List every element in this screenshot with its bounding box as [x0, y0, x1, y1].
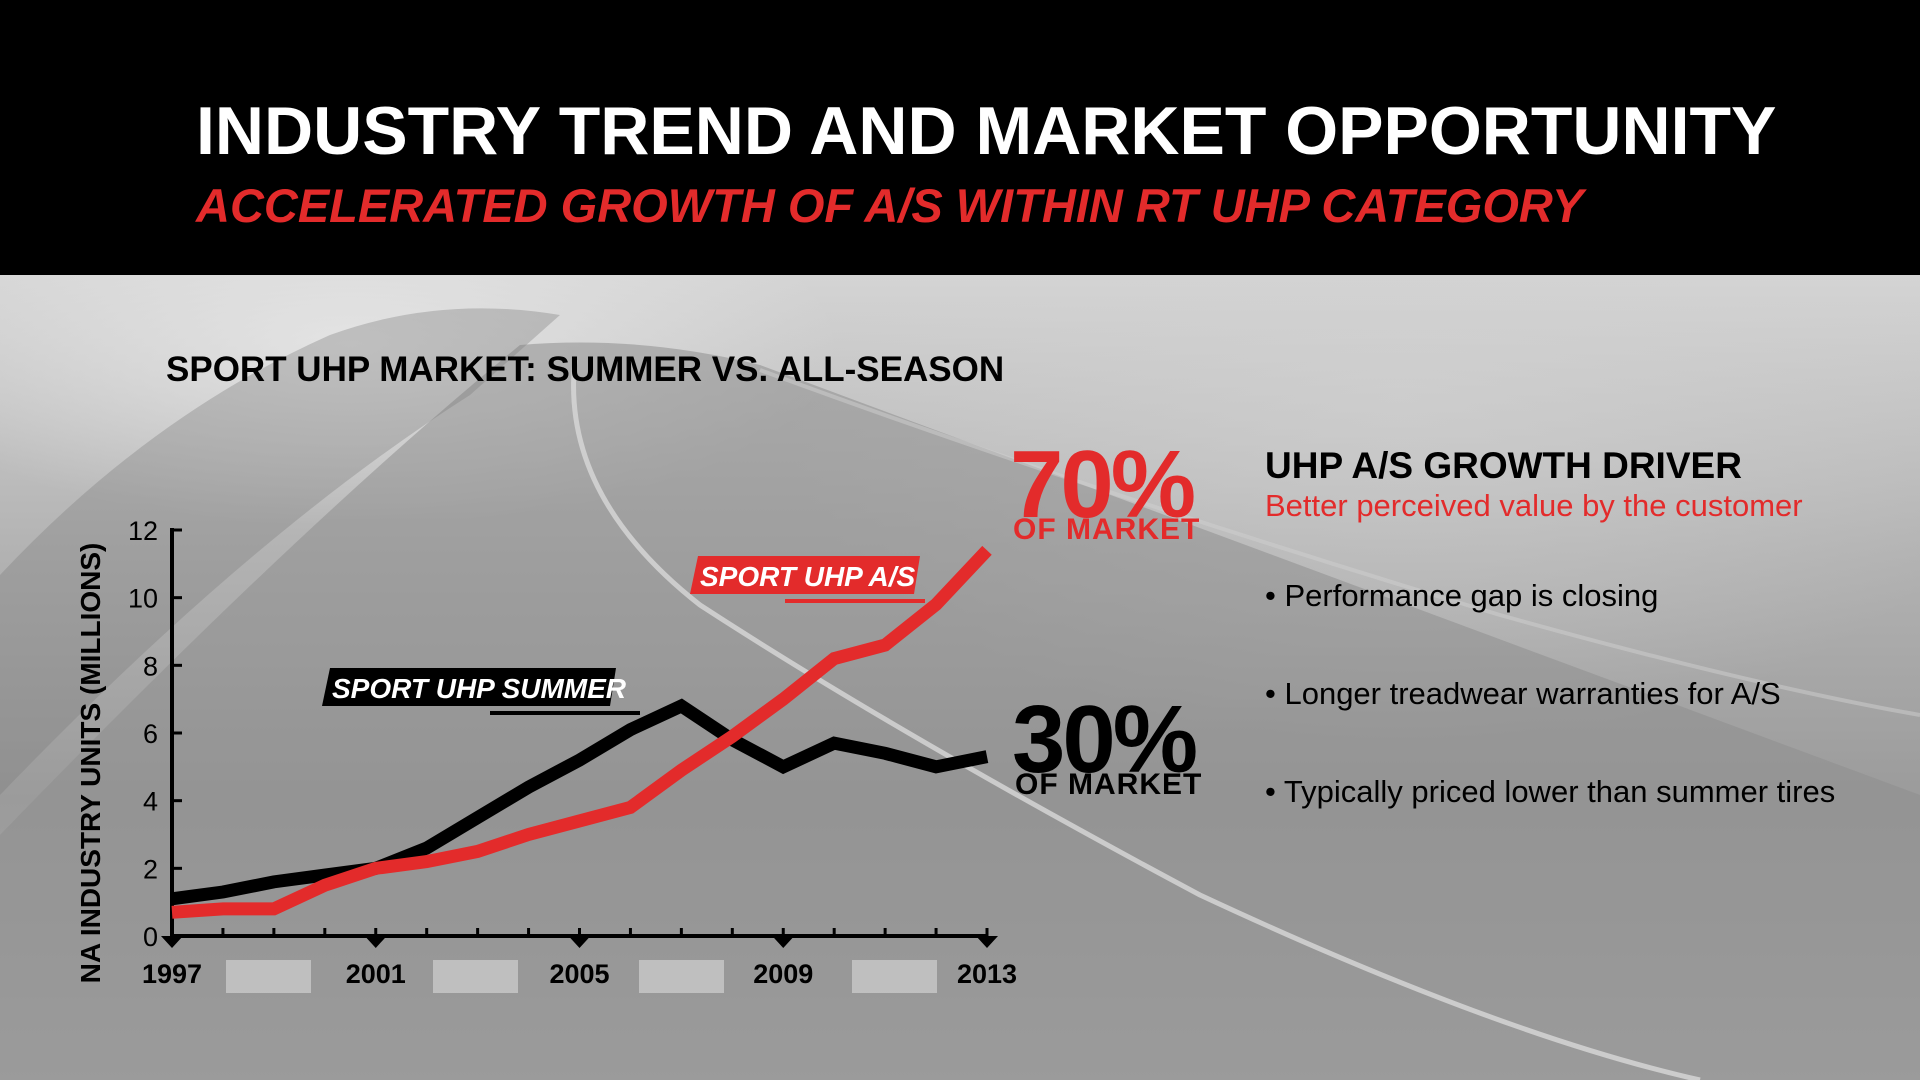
y-tick-label: 0 [143, 922, 158, 952]
x-tick-label: 1997 [142, 959, 202, 989]
series-label-summer-box [322, 668, 616, 706]
x-label-spacer [226, 960, 311, 993]
y-tick-label: 2 [143, 854, 158, 884]
x-label-spacer [433, 960, 518, 993]
y-tick-label: 12 [128, 516, 158, 546]
x-tick-marker [976, 936, 998, 948]
summer-share-label: OF MARKET [1015, 768, 1203, 801]
road-photo-illustration [0, 308, 1920, 1080]
series-line-all-season [171, 545, 992, 919]
driver-title: UHP A/S GROWTH DRIVER [1265, 445, 1742, 486]
x-tick-marker [772, 936, 795, 948]
x-tick-label: 2013 [957, 959, 1017, 989]
y-tick-label: 4 [143, 787, 158, 817]
series-line-summer [171, 698, 989, 906]
x-label-spacer [639, 960, 724, 993]
x-tick-label: 2005 [549, 959, 609, 989]
page-subtitle: ACCELERATED GROWTH OF A/S WITHIN RT UHP … [196, 179, 1584, 232]
x-tick-label: 2001 [346, 959, 406, 989]
series-label-all-season-box [690, 556, 920, 594]
summer-share-value: 30% [1012, 686, 1198, 793]
series-label-summer-text: SPORT UHP SUMMER [332, 673, 627, 704]
driver-bullet-1: • Performance gap is closing [1265, 578, 1659, 613]
page-title: INDUSTRY TREND AND MARKET OPPORTUNITY [196, 93, 1777, 169]
as-share-label: OF MARKET [1013, 513, 1201, 546]
driver-bullet-3: • Typically priced lower than summer tir… [1265, 774, 1836, 809]
header-bar: INDUSTRY TREND AND MARKET OPPORTUNITY AC… [0, 0, 1920, 275]
x-tick-marker [161, 936, 183, 948]
x-tick-marker [364, 936, 387, 948]
y-tick-label: 8 [143, 651, 158, 681]
chart-title: SPORT UHP MARKET: SUMMER VS. ALL-SEASON [166, 350, 1005, 389]
series-label-all-season-text: SPORT UHP A/S [700, 561, 916, 592]
y-axis-title: NA INDUSTRY UNITS (MILLIONS) [75, 543, 106, 984]
x-label-spacer [852, 960, 937, 993]
x-tick-label: 2009 [753, 959, 813, 989]
y-tick-label: 10 [128, 584, 158, 614]
as-share-value: 70% [1010, 431, 1196, 538]
x-tick-marker [568, 936, 591, 948]
driver-subtitle: Better perceived value by the customer [1265, 488, 1803, 523]
driver-bullet-2: • Longer treadwear warranties for A/S [1265, 676, 1781, 711]
y-tick-label: 6 [143, 719, 158, 749]
